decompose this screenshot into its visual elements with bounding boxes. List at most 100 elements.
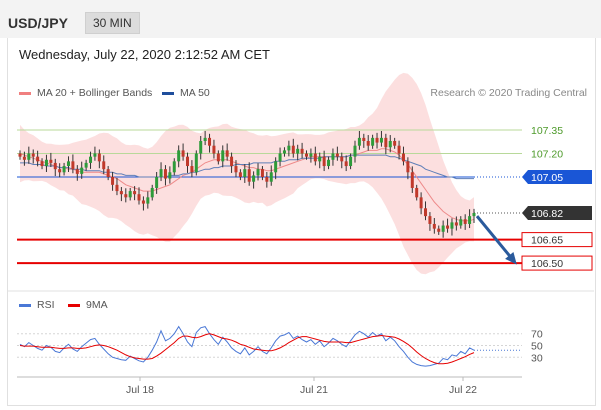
- candle-body: [313, 153, 317, 162]
- candle-body: [181, 150, 185, 157]
- candle-body: [287, 145, 291, 151]
- candle-body: [282, 150, 286, 154]
- candle-body: [371, 137, 375, 146]
- candle: [340, 152, 344, 169]
- candle-body: [62, 166, 66, 173]
- candle-body: [265, 177, 269, 182]
- candle-body: [468, 216, 472, 224]
- candle-body: [89, 156, 93, 163]
- candle-body: [305, 153, 309, 157]
- candle-body: [335, 153, 339, 157]
- candle: [327, 156, 331, 170]
- candle: [199, 135, 203, 160]
- candle: [230, 152, 234, 173]
- candle-body: [221, 150, 225, 162]
- candle: [159, 162, 163, 182]
- candle: [115, 177, 119, 196]
- candle-body: [393, 141, 397, 146]
- forecast-arrow-head: [505, 251, 517, 265]
- candle: [366, 135, 370, 151]
- candle: [238, 169, 242, 181]
- candle-body: [397, 145, 401, 154]
- rsi-tick-70: 70: [531, 329, 543, 341]
- candle-body: [274, 161, 278, 173]
- legend-ma20-label: MA 20 + Bollinger Bands: [37, 87, 153, 99]
- candle: [31, 149, 35, 164]
- rsi-line: [19, 325, 475, 367]
- candle-body: [384, 137, 388, 148]
- candle: [18, 150, 22, 160]
- candle-body: [401, 153, 405, 162]
- legend-ma50: MA 50: [162, 87, 210, 99]
- candle-body: [163, 169, 167, 179]
- candle: [247, 162, 251, 186]
- candle: [225, 143, 229, 161]
- candle: [278, 147, 282, 167]
- candle-body: [269, 172, 273, 182]
- candle: [428, 212, 432, 231]
- candle-body: [159, 169, 163, 177]
- candle: [468, 209, 472, 229]
- candle: [375, 132, 379, 149]
- candle: [177, 145, 181, 168]
- candle-body: [208, 137, 212, 146]
- candle-body: [124, 194, 128, 198]
- candle-body: [309, 153, 313, 157]
- candle: [243, 164, 247, 183]
- candle-body: [238, 172, 242, 177]
- chart-panel: [7, 38, 596, 406]
- candle-body: [66, 161, 70, 167]
- candle: [71, 154, 75, 174]
- candle-body: [331, 153, 335, 160]
- legend-9ma: 9MA: [68, 299, 108, 311]
- ma50-line: [20, 154, 474, 180]
- candle: [331, 148, 335, 166]
- candle: [190, 160, 194, 178]
- candle: [437, 225, 441, 235]
- candle-body: [150, 187, 154, 198]
- candle-body: [49, 159, 53, 163]
- timeframe-badge[interactable]: 30 MIN: [85, 12, 140, 34]
- candle-body: [212, 145, 216, 154]
- candle-body: [22, 156, 26, 160]
- candle: [441, 220, 445, 238]
- candle: [234, 160, 238, 178]
- candle-body: [146, 197, 150, 204]
- x-tick-label-2: Jul 22: [449, 384, 477, 396]
- candle: [446, 218, 450, 233]
- candle: [269, 165, 273, 186]
- legend-rsi: RSI: [19, 299, 55, 311]
- candle: [401, 146, 405, 166]
- candle: [371, 134, 375, 149]
- candle: [260, 166, 264, 181]
- candle-body: [216, 153, 220, 162]
- candle-body: [410, 172, 414, 188]
- candle-body: [53, 162, 57, 170]
- candle-body: [58, 169, 62, 173]
- candle: [93, 146, 97, 161]
- candle-body: [155, 177, 159, 188]
- candle: [459, 216, 463, 229]
- candle: [40, 158, 44, 170]
- candle-body: [472, 213, 476, 217]
- legend-ma50-label: MA 50: [180, 87, 210, 99]
- candle-body: [44, 159, 48, 167]
- candle-body: [424, 208, 428, 217]
- level-tag-3: [522, 206, 592, 220]
- candle-body: [247, 169, 251, 182]
- candle: [119, 187, 123, 202]
- candle: [313, 146, 317, 166]
- candle: [155, 171, 159, 194]
- legend-ma20: MA 20 + Bollinger Bands: [19, 87, 152, 99]
- candle: [53, 158, 57, 177]
- candle-body: [432, 223, 436, 229]
- rsi-ma9-line: [19, 333, 475, 365]
- candle-body: [357, 137, 361, 146]
- candle-body: [128, 191, 132, 198]
- candle-body: [454, 222, 458, 226]
- candle-body: [322, 156, 326, 167]
- candle: [274, 157, 278, 180]
- candle: [97, 149, 101, 169]
- candle: [58, 163, 62, 178]
